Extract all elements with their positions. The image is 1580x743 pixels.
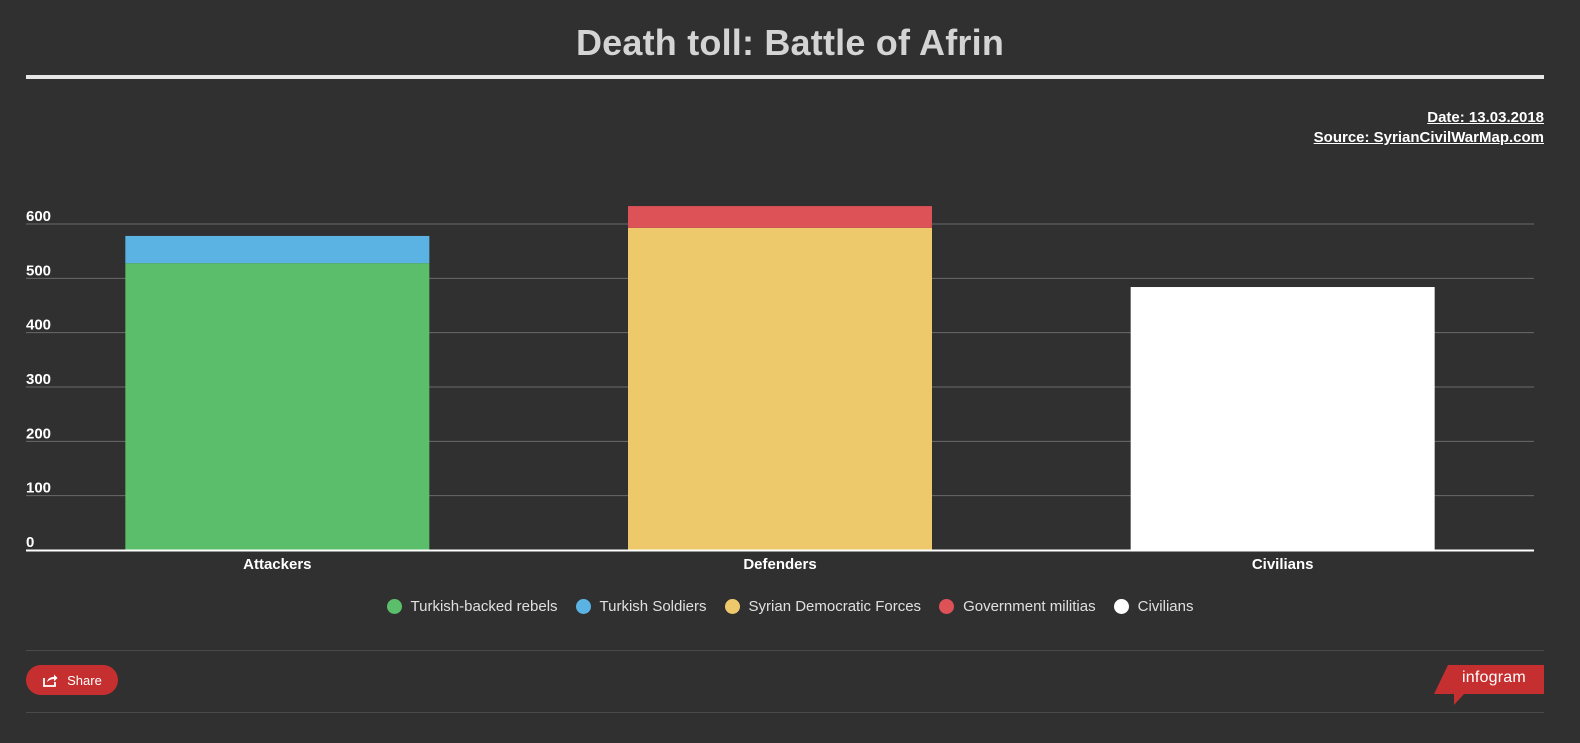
x-tick-label: Civilians — [1252, 556, 1314, 573]
legend-label: Government militias — [963, 598, 1096, 615]
y-tick-label: 100 — [26, 480, 51, 497]
share-button[interactable]: Share — [26, 665, 118, 695]
legend-item[interactable]: Turkish Soldiers — [575, 598, 707, 615]
legend-swatch — [724, 599, 740, 614]
chart-title: Death toll: Battle of Afrin — [575, 22, 1005, 63]
legend-swatch — [386, 599, 402, 614]
legend-item[interactable]: Government militias — [939, 598, 1096, 615]
y-tick-label: 500 — [26, 262, 51, 279]
bar-segment — [125, 263, 430, 550]
footer-divider-top — [26, 650, 1544, 651]
brand-label: infogram — [1462, 669, 1526, 686]
date-label: Date: 13.03.2018 — [1427, 109, 1544, 126]
y-tick-label: 200 — [26, 425, 51, 442]
axes: Attackers Defenders Civilians — [26, 549, 1534, 573]
bar-segment — [125, 235, 430, 264]
legend-label: Syrian Democratic Forces — [748, 598, 922, 615]
chart-meta: Date: 13.03.2018 Source: SyrianCivilWarM… — [1314, 108, 1544, 148]
legend-swatch — [1113, 599, 1129, 614]
legend-item[interactable]: Syrian Democratic Forces — [724, 598, 922, 615]
legend-swatch — [575, 599, 591, 614]
share-icon — [42, 673, 58, 687]
bar-segment — [628, 206, 932, 228]
legend-swatch — [939, 599, 955, 614]
source-link[interactable]: Source: SyrianCivilWarMap.com — [1313, 129, 1544, 146]
chart-legend: Turkish-backed rebels Turkish Soldiers Syr… — [0, 598, 1580, 615]
footer-divider-bottom — [26, 712, 1544, 713]
title-divider — [26, 75, 1544, 79]
infogram-logo[interactable]: infogram — [1434, 664, 1544, 706]
share-label: Share — [67, 672, 102, 688]
x-tick-label: Defenders — [743, 556, 816, 573]
y-tick-label: 0 — [26, 534, 34, 551]
bar-chart: 0 100 200 300 400 500 600 Attackers Defenders Ci… — [26, 206, 1534, 573]
bar-segment — [628, 227, 932, 550]
x-tick-label: Attackers — [243, 556, 311, 573]
y-tick-label: 600 — [26, 208, 51, 225]
legend-item[interactable]: Turkish-backed rebels — [386, 598, 558, 615]
bar-segment — [1130, 287, 1435, 550]
legend-label: Turkish Soldiers — [599, 598, 707, 615]
legend-label: Turkish-backed rebels — [410, 598, 558, 615]
legend-item[interactable]: Civilians — [1113, 598, 1194, 615]
bars — [125, 206, 1435, 550]
legend-label: Civilians — [1137, 598, 1194, 615]
y-tick-label: 400 — [26, 317, 51, 334]
y-tick-label: 300 — [26, 371, 51, 388]
